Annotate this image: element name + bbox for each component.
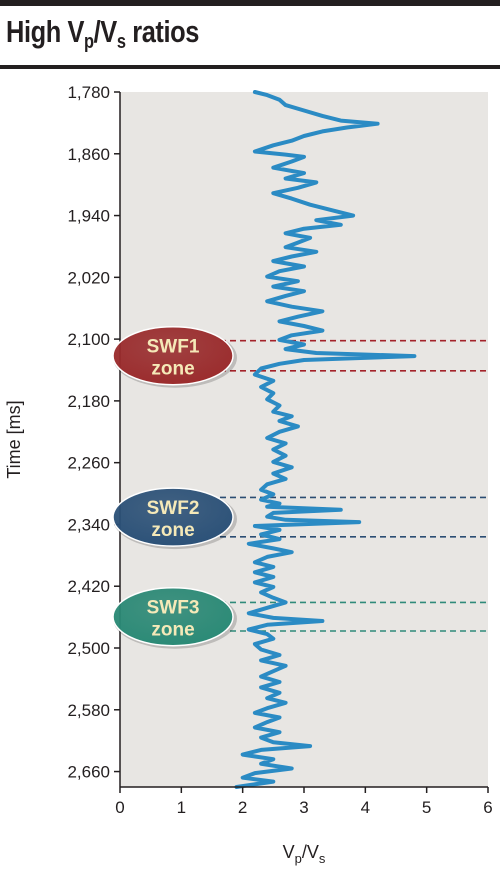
zone-badge-ellipse [112,586,234,647]
y-tick-label: 2,020 [67,268,110,287]
zone-badge-ellipse [112,325,234,386]
x-tick-label: 2 [238,798,247,817]
x-tick-label: 3 [299,798,308,817]
y-tick-label: 2,500 [67,639,110,658]
x-axis-title: Vp/Vs [283,842,326,866]
title-rule [0,65,500,69]
x-axis-title-subscript: s [319,851,326,866]
zone-badge-title: SWF2 [147,498,200,519]
y-tick-label: 1,780 [67,83,110,102]
x-axis-title-part: V [283,842,295,862]
zone-badge-subtitle: zone [151,620,194,641]
y-tick-label: 2,420 [67,577,110,596]
vp-vs-line [234,90,417,789]
series [234,90,417,789]
y-tick-label: 2,580 [67,701,110,720]
plot-background [120,92,488,787]
zone-badge-title: SWF3 [147,598,200,619]
x-tick-label: 5 [422,798,431,817]
zone-badge-title: SWF1 [147,337,200,358]
top-rule [0,0,500,6]
y-tick-label: 2,340 [67,515,110,534]
x-tick-label: 0 [115,798,124,817]
x-tick-label: 6 [483,798,492,817]
y-tick-label: 2,100 [67,330,110,349]
plot-area [120,92,488,787]
x-axis-title-part: /V [302,842,319,862]
x-tick-label: 4 [361,798,370,817]
y-tick-label: 1,860 [67,145,110,164]
zone-badge-subtitle: zone [151,359,194,380]
y-tick-label: 2,180 [67,392,110,411]
y-tick-label: 2,260 [67,454,110,473]
x-axis-title-subscript: p [295,851,302,866]
y-axis-title: Time [ms] [4,400,24,478]
axes: 1,780 1,860 1,940 2,020 2,100 2,180 2,260 2,340… [67,83,492,817]
zone-badge-ellipse [112,487,234,547]
y-tick-label: 2,660 [67,763,110,782]
chart-title: High Vp/Vs ratios [6,14,199,53]
y-tick-label: 1,940 [67,207,110,226]
x-tick-label: 1 [177,798,186,817]
zone-badge-subtitle: zone [151,520,194,541]
